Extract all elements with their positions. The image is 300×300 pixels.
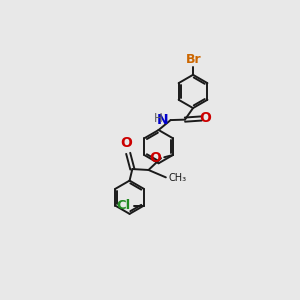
Text: O: O <box>120 136 132 150</box>
Text: O: O <box>199 111 211 125</box>
Text: Cl: Cl <box>116 199 130 212</box>
Text: CH₃: CH₃ <box>169 173 187 183</box>
Text: N: N <box>157 112 169 127</box>
Text: O: O <box>149 151 161 165</box>
Text: Br: Br <box>186 53 201 67</box>
Text: H: H <box>154 112 163 125</box>
